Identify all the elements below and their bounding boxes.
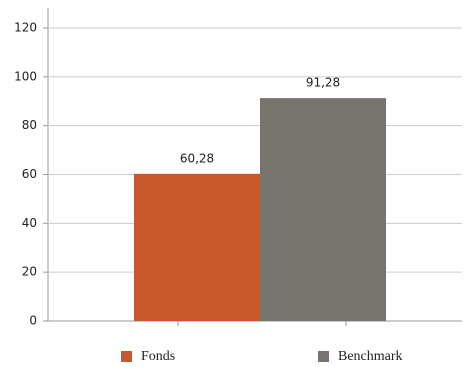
y-tick-label: 20 xyxy=(22,265,37,279)
y-tick-label: 0 xyxy=(29,314,37,328)
y-tick-label: 40 xyxy=(22,216,37,230)
legend-label: Fonds xyxy=(141,349,175,364)
y-tick-label: 120 xyxy=(14,21,37,35)
y-tick-label: 80 xyxy=(22,118,37,132)
legend-label: Benchmark xyxy=(338,349,403,364)
value-label: 60,28 xyxy=(180,151,214,165)
bar xyxy=(260,98,386,321)
bar xyxy=(134,173,260,321)
value-label: 91,28 xyxy=(306,76,340,90)
y-tick-label: 100 xyxy=(14,69,37,83)
legend-swatch xyxy=(318,351,329,362)
y-tick-label: 60 xyxy=(22,167,37,181)
legend-swatch xyxy=(121,351,132,362)
